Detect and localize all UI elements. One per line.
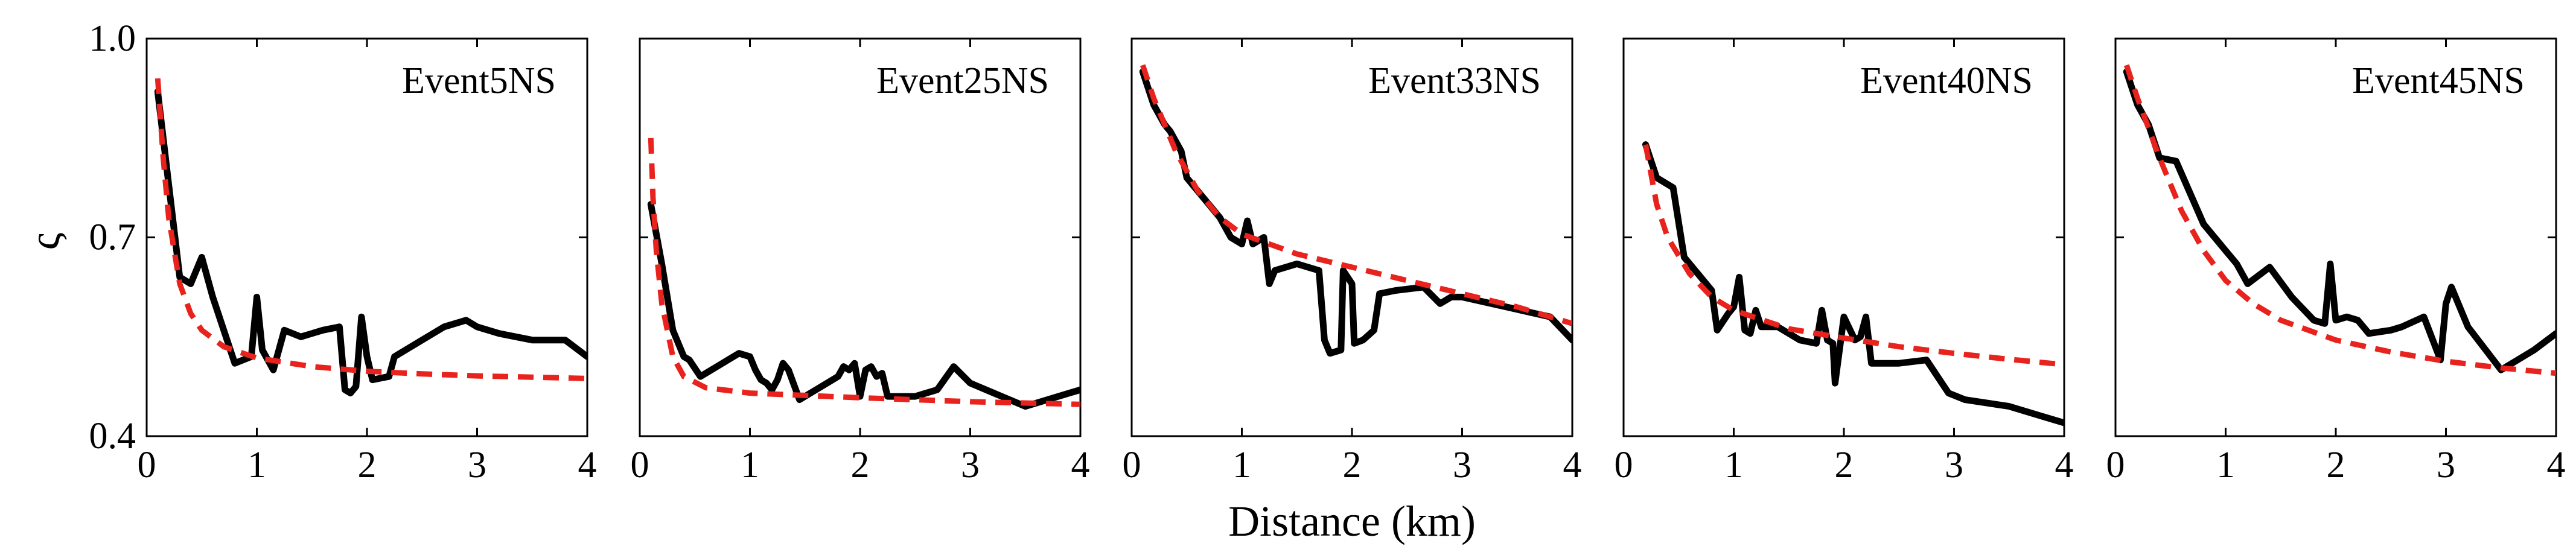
x-tick-label: 0: [631, 445, 649, 486]
x-tick-label: 1: [2216, 445, 2235, 486]
plot-area: [1139, 64, 1572, 357]
panel-title: Event40NS: [1860, 60, 2033, 101]
x-tick-label: 2: [1835, 445, 1854, 486]
panel-Event45NS: 0 1 2 3 4 Event45NS: [2106, 37, 2566, 486]
observed-curve: [647, 201, 1080, 410]
x-tick-label: 2: [2327, 445, 2345, 486]
x-tick-label: 3: [468, 445, 486, 486]
x-tick-label: 4: [2547, 445, 2566, 486]
panel-title: Event33NS: [1368, 60, 1541, 101]
panel-Event5NS: 0 1 2 3 4 0.4 0.7 1.0 Event5NS: [89, 18, 597, 486]
y-tick-label: 1.0: [89, 18, 136, 59]
x-tick-label: 3: [961, 445, 980, 486]
panel-title: Event25NS: [876, 60, 1049, 101]
x-axis-label: Distance (km): [1228, 497, 1476, 545]
y-axis-label: ς: [21, 233, 69, 250]
x-tick-label: 3: [1453, 445, 1471, 486]
x-tick-label: 1: [1724, 445, 1743, 486]
x-tick-label: 4: [578, 445, 597, 486]
x-tick-label: 2: [1343, 445, 1362, 486]
plot-area: [647, 138, 1080, 410]
panel-title: Event45NS: [2352, 60, 2525, 101]
y-tick-label: 0.7: [89, 217, 136, 258]
observed-curve: [154, 88, 587, 397]
x-tick-label: 0: [1615, 445, 1633, 486]
x-tick-label: 0: [2106, 445, 2125, 486]
observed-curve: [1642, 141, 2064, 427]
x-tick-label: 1: [741, 445, 759, 486]
x-tick-label: 1: [1232, 445, 1251, 486]
x-tick-label: 3: [2437, 445, 2455, 486]
fit-curve: [2124, 64, 2556, 376]
fit-curve: [1140, 64, 1572, 326]
observed-curve: [2123, 68, 2556, 373]
x-tick-label: 0: [138, 445, 156, 486]
observed-curve: [1139, 68, 1572, 357]
y-tick-label: 0.4: [89, 416, 136, 457]
panels: 0 1 2 3 4 0.4 0.7 1.0 Event5NS 0 1 2 3 4 Event25NS 0 1 2 3…: [89, 18, 2566, 486]
x-tick-label: 2: [851, 445, 870, 486]
x-tick-label: 4: [1071, 445, 1090, 486]
x-tick-label: 4: [2055, 445, 2074, 486]
x-tick-label: 1: [247, 445, 266, 486]
panel-title: Event5NS: [402, 60, 556, 101]
plot-area: [154, 78, 587, 397]
plot-area: [1642, 141, 2064, 427]
x-tick-label: 4: [1563, 445, 1582, 486]
fit-curve: [648, 138, 1080, 407]
panel-Event25NS: 0 1 2 3 4 Event25NS: [631, 37, 1090, 486]
fit-curve: [155, 78, 587, 381]
panel-Event40NS: 0 1 2 3 4 Event40NS: [1615, 37, 2074, 486]
x-tick-label: 3: [1945, 445, 1963, 486]
x-tick-label: 0: [1123, 445, 1141, 486]
fit-curve: [1643, 144, 2064, 367]
plot-area: [2123, 64, 2556, 376]
panel-Event33NS: 0 1 2 3 4 Event33NS: [1123, 37, 1582, 486]
x-tick-label: 2: [358, 445, 377, 486]
